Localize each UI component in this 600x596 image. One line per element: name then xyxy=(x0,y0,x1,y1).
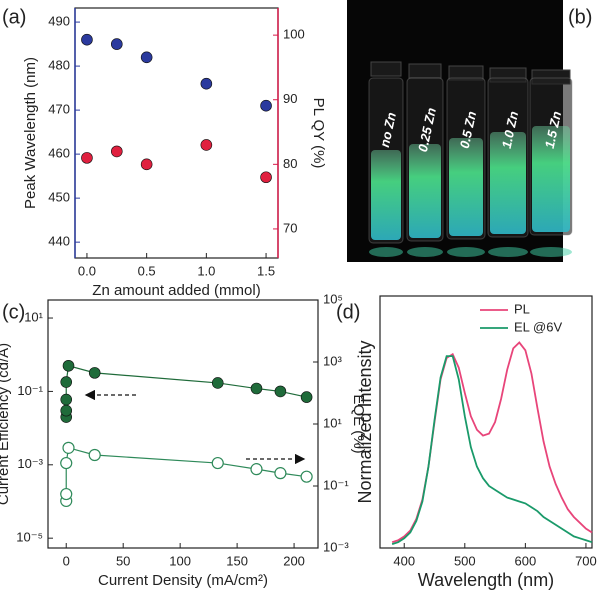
series-line xyxy=(65,365,307,418)
x-tick-label: 0.5 xyxy=(138,263,156,278)
x-tick-label: 200 xyxy=(283,553,305,568)
y-tick-label: 450 xyxy=(48,190,70,205)
plot-frame xyxy=(379,295,593,549)
data-point xyxy=(60,376,73,388)
data-point xyxy=(110,145,123,158)
y-axis-label: Peak Wavelength (nm) xyxy=(22,57,39,209)
x-tick-label: 400 xyxy=(393,553,415,568)
vial-glow xyxy=(532,126,570,232)
x-axis-label: Wavelength (nm) xyxy=(418,570,554,590)
legend-label: PL xyxy=(514,301,530,316)
data-point xyxy=(260,99,272,112)
vial-glow xyxy=(490,132,526,234)
data-point xyxy=(274,467,287,480)
data-point xyxy=(60,456,73,470)
y-tick-label: 10⁻⁵ xyxy=(16,530,43,545)
data-point xyxy=(140,158,153,171)
data-point xyxy=(60,487,73,501)
x-axis-label: Zn amount added (mmol) xyxy=(92,282,260,299)
plot-frame xyxy=(74,7,279,259)
x-axis-label: Current Density (mA/cm²) xyxy=(98,572,268,589)
y2-tick-label: 10⁻¹ xyxy=(323,477,349,492)
vial-reflection xyxy=(447,247,485,257)
y-axis-label: Current Efficiency (cd/A) xyxy=(0,343,12,505)
data-point xyxy=(250,382,263,395)
vial-reflection xyxy=(407,247,443,257)
panel-label: (a) xyxy=(2,6,26,28)
y-tick-label: 10⁻³ xyxy=(17,456,43,471)
y-tick-label: 470 xyxy=(48,102,70,117)
x-tick-label: 150 xyxy=(226,553,248,568)
x-tick-label: 500 xyxy=(454,553,476,568)
vial-cap xyxy=(370,61,402,77)
y2-tick-label: 90 xyxy=(283,91,297,106)
vial-glow xyxy=(371,150,401,240)
y-tick-label: 10¹ xyxy=(24,309,43,324)
vial-reflection xyxy=(369,247,403,257)
data-point xyxy=(200,77,213,90)
data-point xyxy=(140,51,153,64)
data-point xyxy=(300,391,313,403)
vial-glow xyxy=(409,144,441,238)
data-point xyxy=(211,456,224,470)
data-point xyxy=(300,470,313,483)
vial-reflection xyxy=(530,247,572,257)
series-line xyxy=(65,447,307,501)
y-tick-label: 460 xyxy=(48,146,70,161)
x-tick-label: 1.0 xyxy=(197,263,215,278)
y-tick-label: 490 xyxy=(48,14,70,29)
data-point xyxy=(81,152,93,164)
data-point xyxy=(211,377,224,389)
x-tick-label: 100 xyxy=(169,553,191,568)
data-point xyxy=(62,441,75,454)
data-point xyxy=(81,33,93,46)
x-tick-label: 1.5 xyxy=(257,263,275,278)
data-point xyxy=(88,448,101,462)
y-tick-label: 480 xyxy=(48,58,70,73)
plot-frame xyxy=(47,299,319,549)
data-point xyxy=(110,38,123,50)
y2-tick-label: 10³ xyxy=(323,353,342,368)
data-point xyxy=(62,359,75,372)
series-line xyxy=(391,355,593,545)
data-point xyxy=(260,171,272,184)
data-point xyxy=(274,385,287,398)
y-tick-label: 10⁻¹ xyxy=(17,383,43,398)
y2-tick-label: 70 xyxy=(283,220,297,235)
y-axis-label: Normalized Intensity xyxy=(355,340,375,503)
vial-glow xyxy=(449,138,483,236)
y2-tick-label: 80 xyxy=(283,156,297,171)
y2-axis-label: EQE (%) xyxy=(350,394,367,453)
x-tick-label: 700 xyxy=(575,553,597,568)
y2-tick-label: 10¹ xyxy=(323,415,342,430)
panel-label: (c) xyxy=(2,301,25,323)
vial-cap xyxy=(408,63,442,79)
x-tick-label: 0.0 xyxy=(78,263,96,278)
data-point xyxy=(88,367,101,379)
data-point xyxy=(250,463,263,476)
vial-label: no Zn xyxy=(377,111,399,149)
x-tick-label: 0 xyxy=(63,553,70,568)
vial-reflection xyxy=(488,247,528,257)
data-point xyxy=(200,139,213,151)
y2-tick-label: 100 xyxy=(283,27,305,42)
x-tick-label: 600 xyxy=(515,553,537,568)
panel-label: (b) xyxy=(568,6,592,28)
data-point xyxy=(60,393,73,406)
panel-label: (d) xyxy=(336,301,360,323)
series-line xyxy=(391,341,593,544)
x-tick-label: 50 xyxy=(116,553,130,568)
y2-axis-label: PL QY (%) xyxy=(310,98,327,169)
data-point xyxy=(60,404,73,417)
y2-tick-label: 10⁵ xyxy=(323,291,343,306)
y-tick-label: 440 xyxy=(48,234,70,249)
legend-label: EL @6V xyxy=(514,319,562,334)
y2-tick-label: 10⁻³ xyxy=(323,539,349,554)
